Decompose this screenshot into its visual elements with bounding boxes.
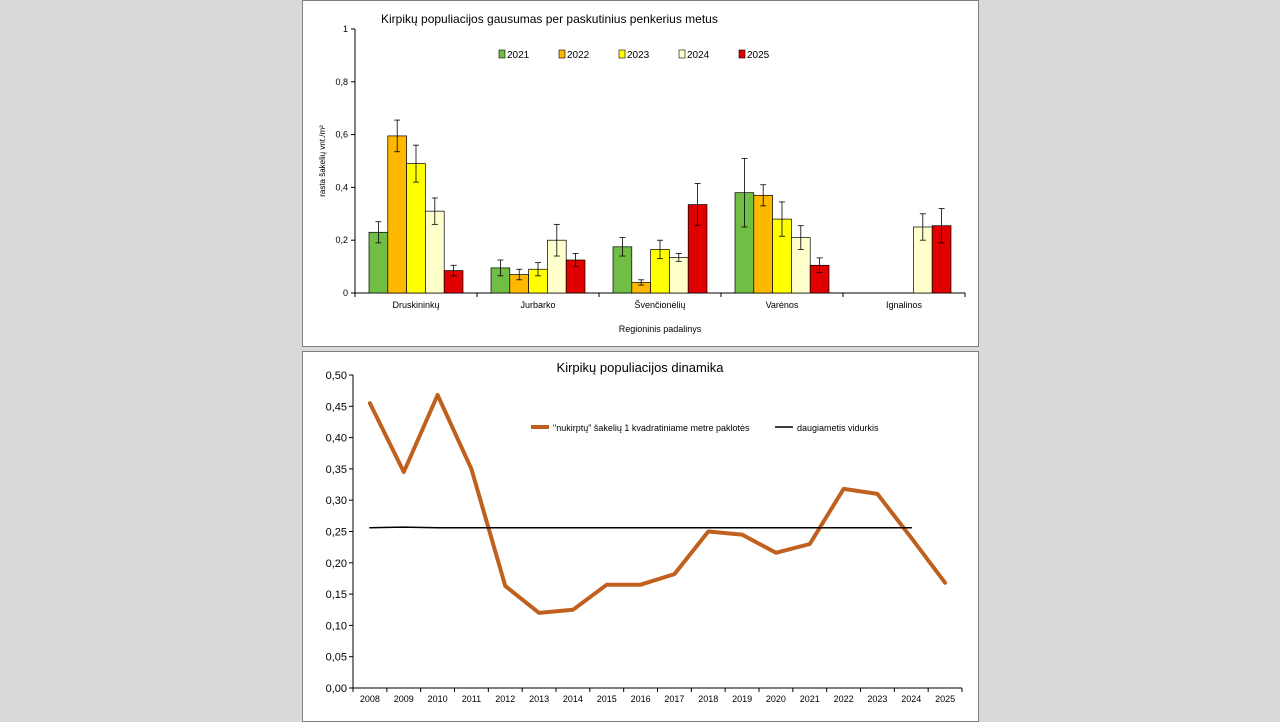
x-tick-label: 2020 (766, 694, 786, 704)
y-tick-label: 0,05 (326, 652, 347, 664)
x-tick-label: Ignalinos (886, 300, 923, 310)
legend-label: 2025 (747, 50, 770, 61)
x-tick-label: 2015 (597, 694, 617, 704)
chart-title: Kirpikų populiacijos dinamika (557, 360, 725, 375)
y-tick-label: 0,45 (326, 401, 347, 413)
bar-chart: Kirpikų populiacijos gausumas per paskut… (318, 12, 966, 334)
legend-label: 2021 (507, 50, 530, 61)
chart-title: Kirpikų populiacijos gausumas per paskut… (381, 12, 718, 26)
y-axis-label: rasta šakelių vnt./m² (318, 125, 327, 197)
y-tick-label: 0,40 (326, 433, 347, 445)
x-tick-label: 2012 (495, 694, 515, 704)
x-tick-label: 2008 (360, 694, 380, 704)
x-tick-label: 2017 (664, 694, 684, 704)
legend-swatch (498, 49, 506, 59)
x-tick-label: Švenčionėlių (634, 300, 685, 310)
x-tick-label: 2019 (732, 694, 752, 704)
x-tick-label: 2021 (800, 694, 820, 704)
x-tick-label: 2018 (698, 694, 718, 704)
x-tick-label: 2022 (834, 694, 854, 704)
legend-label: daugiametis vidurkis (797, 423, 879, 433)
y-tick-label: 0,10 (326, 620, 347, 632)
bar-chart-panel: Kirpikų populiacijos gausumas per paskut… (302, 0, 979, 347)
y-tick-label: 0,15 (326, 589, 347, 601)
x-tick-label: 2013 (529, 694, 549, 704)
y-tick-label: 0,20 (326, 558, 347, 570)
bar (669, 257, 689, 294)
y-tick-label: 0,8 (335, 77, 348, 87)
series-line (369, 526, 913, 529)
y-tick-label: 1 (343, 24, 348, 34)
bar (406, 163, 426, 294)
bar (387, 135, 407, 294)
legend-label: "nukirptų" šakelių 1 kvadratiniame metre… (553, 423, 750, 433)
series-line (367, 393, 948, 615)
y-tick-label: 0,6 (335, 130, 348, 140)
x-tick-label: 2011 (462, 694, 481, 704)
x-tick-label: 2023 (867, 694, 887, 704)
y-tick-label: 0,00 (326, 683, 347, 695)
legend-swatch (678, 49, 686, 59)
line-chart-panel: Kirpikų populiacijos dinamika 0,00 0,05 0,1… (302, 351, 979, 722)
legend-label: 2022 (567, 50, 590, 61)
x-tick-label: 2024 (901, 694, 921, 704)
y-tick-label: 0,4 (335, 182, 348, 192)
x-axis-label: Regioninis padalinys (619, 324, 702, 334)
legend-label: 2023 (627, 50, 650, 61)
x-tick-label: Druskininkų (392, 300, 439, 310)
x-tick-label: 2016 (631, 694, 651, 704)
y-tick-label: 0,35 (326, 464, 347, 476)
x-tick-label: 2009 (394, 694, 414, 704)
x-tick-label: Varėnos (766, 300, 799, 310)
y-tick-label: 0,30 (326, 495, 347, 507)
legend-swatch (738, 49, 746, 59)
x-tick-label: 2014 (563, 694, 583, 704)
line-chart: Kirpikų populiacijos dinamika 0,00 0,05 0,1… (326, 360, 963, 704)
x-tick-label: 2025 (935, 694, 955, 704)
legend-label: 2024 (687, 50, 710, 61)
x-tick-label: Jurbarko (520, 300, 555, 310)
y-tick-label: 0 (343, 288, 348, 298)
y-tick-label: 0,2 (335, 235, 348, 245)
bar (753, 194, 773, 294)
legend-swatch (558, 49, 566, 59)
x-tick-label: 2010 (428, 694, 448, 704)
legend-swatch (618, 49, 626, 59)
y-tick-label: 0,50 (326, 370, 347, 382)
y-tick-label: 0,25 (326, 527, 347, 539)
